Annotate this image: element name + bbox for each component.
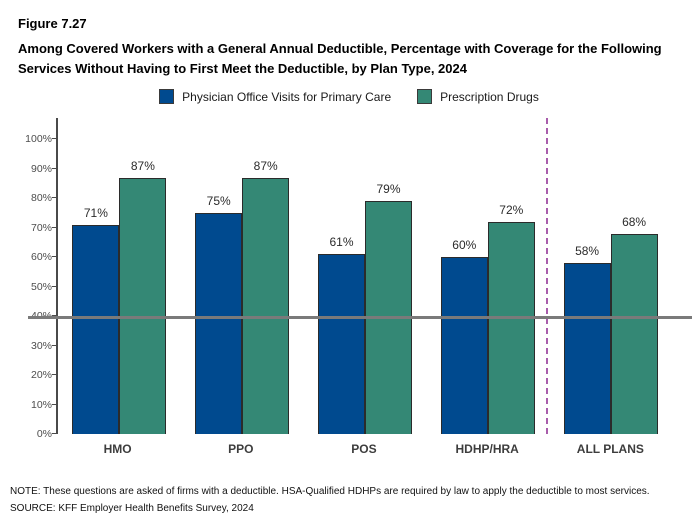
- bar-column: 60%: [440, 238, 488, 435]
- bar: [487, 221, 535, 435]
- bar-column: 61%: [317, 235, 365, 435]
- bar: [72, 224, 120, 435]
- x-axis-line: [28, 316, 692, 319]
- bar-column: 72%: [487, 203, 535, 435]
- figure-label: Figure 7.27: [18, 16, 87, 31]
- legend: Physician Office Visits for Primary Care…: [18, 89, 680, 105]
- y-tick-label: 70%: [30, 221, 52, 234]
- bar: [563, 263, 611, 435]
- bar: [119, 177, 167, 435]
- chart-title: Among Covered Workers with a General Ann…: [18, 41, 662, 77]
- x-axis-label-hdhp-hra: HDHP/HRA: [455, 442, 519, 457]
- legend-label: Physician Office Visits for Primary Care: [182, 89, 392, 104]
- bar-column: 68%: [610, 215, 658, 435]
- bar-column: 71%: [72, 206, 120, 435]
- bar-value-label: 60%: [452, 238, 477, 253]
- bar-value-label: 68%: [622, 214, 647, 229]
- bar-value-label: 87%: [130, 158, 155, 173]
- y-tick-mark: [52, 256, 56, 258]
- y-tick-label: 60%: [30, 251, 52, 264]
- bar-value-label: 58%: [575, 244, 600, 259]
- legend-swatch-icon: [417, 89, 433, 105]
- bar-group-ppo: 75% 87%: [195, 159, 290, 435]
- bar-value-label: 71%: [83, 205, 108, 220]
- y-tick-label: 30%: [30, 339, 52, 352]
- y-tick-label: 90%: [30, 162, 52, 175]
- bar-column: 87%: [119, 159, 167, 435]
- bar-column: 75%: [195, 194, 243, 435]
- x-axis-label-ppo: PPO: [228, 442, 254, 457]
- legend-label: Prescription Drugs: [440, 89, 539, 104]
- bar: [317, 254, 365, 435]
- bar-column: 58%: [563, 244, 611, 435]
- bar-column: 87%: [242, 159, 290, 435]
- bar-value-label: 61%: [329, 235, 354, 250]
- y-tick-mark: [52, 167, 56, 169]
- y-tick-label: 50%: [30, 280, 52, 293]
- all-plans-separator-line: [545, 118, 548, 435]
- bar-group-all-plans: 58% 68%: [563, 215, 658, 435]
- y-tick-mark: [52, 403, 56, 405]
- y-tick-mark: [52, 344, 56, 346]
- bar-value-label: 72%: [499, 202, 524, 217]
- bar-value-label: 79%: [376, 182, 401, 197]
- y-tick-mark: [52, 374, 56, 376]
- y-tick-mark: [52, 315, 56, 317]
- figure-page: Figure 7.27 Among Covered Workers with a…: [10, 16, 692, 514]
- footnotes: NOTE: These questions are asked of firms…: [10, 483, 690, 517]
- x-axis-label-pos: POS: [351, 442, 377, 457]
- bar: [610, 233, 658, 435]
- y-tick-mark: [52, 226, 56, 228]
- y-tick-mark: [52, 197, 56, 199]
- y-tick-label: 100%: [25, 133, 52, 146]
- y-tick-mark: [52, 285, 56, 287]
- note-text: NOTE: These questions are asked of firms…: [10, 486, 650, 497]
- source-text: SOURCE: KFF Employer Health Benefits Sur…: [10, 503, 254, 514]
- y-tick-mark: [52, 138, 56, 140]
- bar-group-hdhp-hra: 60% 72%: [440, 203, 535, 435]
- y-tick-label: 80%: [30, 192, 52, 205]
- bar: [195, 213, 243, 435]
- x-axis-labels: HMO PPO POS HDHP/HRA ALL PLANS: [56, 434, 672, 456]
- y-axis: 0%10%20%30%40%50%60%70%80%90%100%: [18, 118, 56, 440]
- x-axis-label-all-plans: ALL PLANS: [576, 442, 644, 457]
- bar: [440, 257, 488, 435]
- legend-item-1: Prescription Drugs: [417, 89, 539, 105]
- y-tick-label: 10%: [30, 398, 52, 411]
- bar-value-label: 87%: [253, 158, 278, 173]
- bar-value-label: 75%: [206, 194, 231, 209]
- y-tick-mark: [52, 433, 56, 435]
- legend-item-0: Physician Office Visits for Primary Care: [159, 89, 392, 105]
- bar: [242, 177, 290, 435]
- bar-chart: 0%10%20%30%40%50%60%70%80%90%100% 71%87%…: [18, 118, 680, 440]
- y-tick-label: 0%: [36, 428, 52, 441]
- x-axis-label-hmo: HMO: [103, 442, 132, 457]
- bar-group-hmo: 71% 87%: [72, 159, 167, 435]
- legend-swatch-icon: [159, 89, 175, 105]
- y-tick-label: 20%: [30, 369, 52, 382]
- plot-area: 71% 87% 75% 87% 61% 79% 60% 72% 58% 68%: [56, 118, 672, 435]
